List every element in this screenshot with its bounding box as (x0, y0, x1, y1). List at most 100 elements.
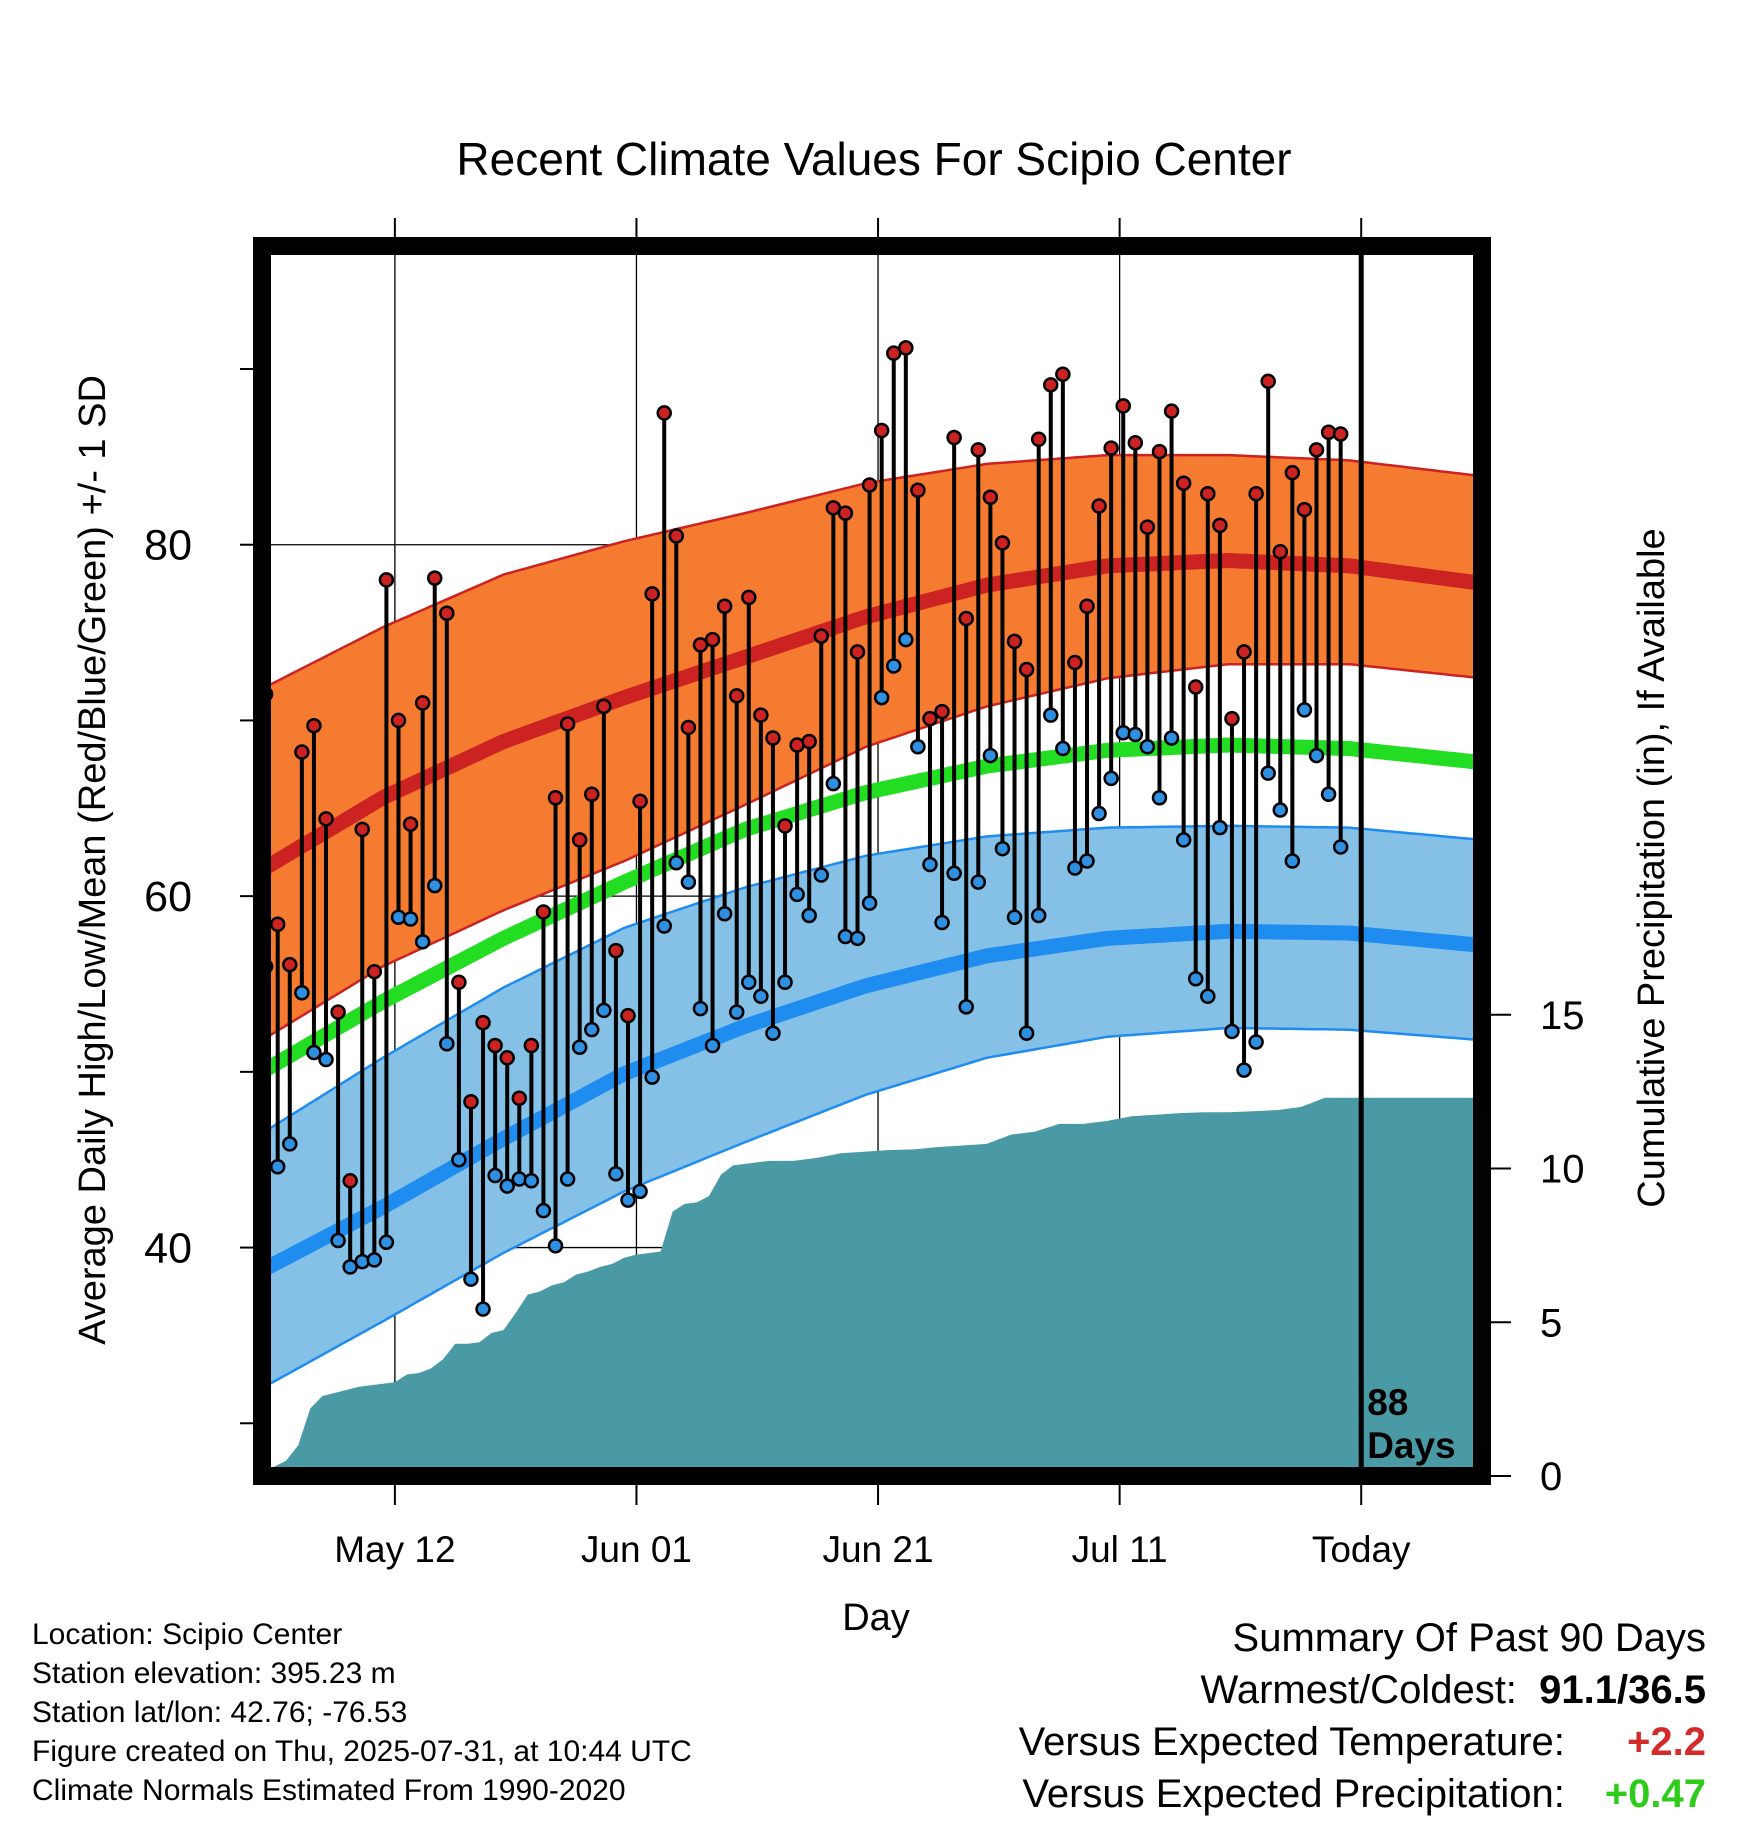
daily-low-point (1163, 730, 1180, 746)
daily-high-point (1127, 435, 1144, 451)
daily-high-point (716, 598, 733, 614)
daily-low-point (632, 1183, 648, 1200)
daily-high-point (958, 610, 974, 627)
daily-high-point (1236, 644, 1252, 660)
daily-low-point (910, 739, 926, 755)
daily-high-point (849, 644, 866, 660)
daily-high-point (704, 631, 721, 648)
plot-frame (253, 237, 1491, 1485)
warmest-value: 91.1 (1539, 1668, 1618, 1712)
temp-anomaly-label: Versus Expected Temperature: (1018, 1720, 1565, 1764)
daily-high-point (523, 1037, 540, 1054)
daily-low-point (1006, 909, 1023, 925)
daily-low-point (1091, 805, 1107, 822)
daily-low-point (451, 1151, 467, 1168)
daily-high-point (813, 628, 830, 644)
daily-low-point (970, 874, 987, 890)
daily-high-point (1175, 475, 1192, 491)
daily-low-point (1175, 832, 1192, 848)
daily-low-point (1127, 726, 1144, 743)
daily-high-point (414, 695, 431, 711)
daily-low-point (1139, 739, 1156, 755)
daily-high-point (463, 1093, 479, 1110)
precip-anomaly-label: Versus Expected Precipitation: (1022, 1772, 1565, 1816)
daily-low-point (499, 1178, 515, 1194)
daily-high-point (801, 733, 817, 750)
y-right-tick-label: 0 (1540, 1455, 1562, 1499)
daily-low-point (306, 1044, 322, 1061)
daily-high-point (402, 816, 419, 832)
daily-low-point (571, 1039, 588, 1056)
low-upper-edge (262, 824, 1482, 1135)
daily-low-point (487, 1167, 503, 1184)
daily-low-point (716, 905, 733, 922)
daily-high-point (294, 744, 310, 760)
daily-low-point (656, 918, 672, 934)
daily-high-point (330, 1004, 346, 1020)
daily-high-point (1103, 440, 1119, 456)
daily-low-point (1187, 970, 1204, 987)
daily-low-point (584, 1021, 600, 1038)
daily-high-point (487, 1037, 503, 1054)
axis-ticks (240, 218, 1511, 1505)
daily-high-point (282, 956, 298, 973)
daily-low-point (861, 895, 878, 911)
x-tick-label: Jul 11 (1072, 1529, 1168, 1570)
daily-high-point (632, 793, 648, 810)
y-axis-right-title: Cumulative Precipitation (in), If Availa… (1631, 528, 1673, 1207)
daily-high-point (620, 1007, 636, 1024)
daily-low-point (741, 974, 757, 990)
daily-low-point (426, 877, 443, 894)
daily-high-point (946, 429, 962, 446)
daily-low-point (1043, 707, 1059, 723)
daily-high-point (970, 442, 987, 458)
daily-low-point (414, 934, 431, 950)
daily-low-point (885, 658, 902, 674)
daily-low-point (994, 840, 1011, 857)
daily-low-point (801, 907, 817, 924)
daily-low-point (946, 865, 962, 882)
daily-low-point (1248, 1034, 1264, 1050)
coldest-value: 36.5 (1628, 1668, 1706, 1712)
daily-high-point (1308, 442, 1325, 458)
daily-high-point (982, 489, 999, 506)
daily-high-point (765, 730, 781, 746)
daily-low-point (873, 689, 890, 706)
temp-anomaly-value: +2.2 (1627, 1720, 1706, 1764)
x-tick-label: Today (1312, 1529, 1411, 1570)
days-word-label: Days (1367, 1425, 1455, 1466)
y-right-tick-label: 10 (1540, 1148, 1585, 1192)
daily-high-point (994, 535, 1011, 551)
daily-high-point (499, 1050, 515, 1066)
daily-low-point (1332, 839, 1349, 855)
daily-high-point (656, 405, 672, 421)
precip-anomaly-row: Versus Expected Precipitation: +0.47 (1019, 1768, 1706, 1820)
daily-low-point (535, 1202, 552, 1219)
daily-high-point (861, 477, 878, 493)
daily-high-point (1163, 403, 1180, 419)
daily-high-point (1115, 398, 1131, 414)
days-count-label: 88 (1367, 1382, 1408, 1423)
daily-low-point (1200, 988, 1216, 1005)
daily-low-point (692, 1000, 709, 1017)
daily-high-point (1332, 426, 1349, 442)
y-tick-label: 40 (144, 1225, 192, 1273)
daily-high-point (910, 482, 926, 498)
daily-high-point (753, 707, 769, 723)
daily-low-point (269, 1158, 286, 1175)
daily-low-point (644, 1069, 660, 1085)
precip-anomaly-value: +0.47 (1604, 1772, 1706, 1816)
x-tick-label: May 12 (334, 1529, 455, 1570)
daily-low-point (1320, 786, 1337, 802)
daily-low-point (318, 1051, 334, 1068)
daily-high-point (439, 605, 455, 621)
daily-high-point (1043, 377, 1059, 393)
chart-title: Recent Climate Values For Scipio Center (456, 133, 1291, 185)
daily-low-point (668, 855, 685, 871)
y-axis-title: Average Daily High/Low/Mean (Red/Blue/Gr… (72, 375, 114, 1345)
daily-high-point (1296, 501, 1313, 518)
daily-high-point (269, 916, 286, 933)
daily-low-point (282, 1136, 298, 1152)
daily-low-point (1260, 765, 1276, 781)
daily-high-point (1187, 679, 1204, 695)
